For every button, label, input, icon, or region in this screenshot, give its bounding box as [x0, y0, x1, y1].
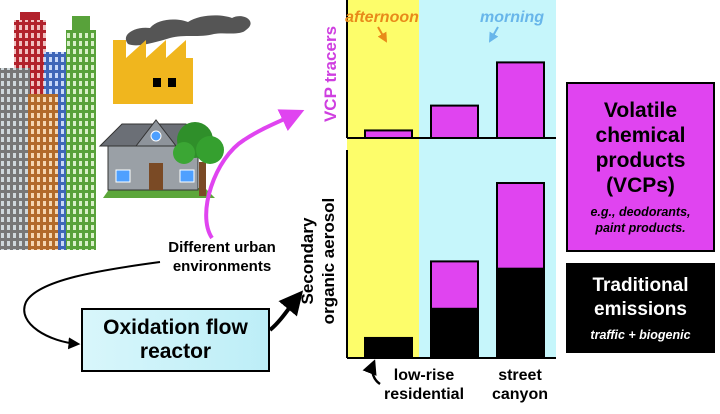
vcp-title-line2: chemical: [595, 124, 686, 147]
vcp-examples-line2: paint products.: [595, 221, 686, 235]
environments-label-line2: environments: [172, 258, 272, 275]
reactor-label-line2: reactor: [139, 340, 212, 363]
vcp-tracer-bar: [496, 61, 545, 139]
factory-icon: [113, 15, 251, 104]
traditional-legend-title: Traditional emissions: [592, 274, 688, 322]
vcp-title-line1: Volatile: [603, 99, 678, 122]
lowrise-residential-label: low-rise residential: [372, 366, 476, 404]
afternoon-band: [347, 0, 419, 358]
trad-title-line2: emissions: [594, 299, 687, 320]
soa-axis-label: Secondary organic aerosol: [297, 161, 341, 361]
soa-traditional-bar: [496, 267, 545, 359]
soa-axis-label-line2: organic aerosol: [319, 197, 338, 325]
soa-traditional-bar: [430, 307, 479, 359]
reactor-label: Oxidation flow reactor: [103, 316, 248, 364]
vcp-axis-label: VCP tracers: [321, 25, 340, 123]
vcp-tracer-bar: [364, 129, 413, 140]
environment-to-reactor-arrow: [23, 261, 161, 350]
city-buildings-icon: [0, 12, 96, 250]
vcp-tracer-bar: [430, 104, 479, 139]
afternoon-arrow: [377, 26, 387, 43]
environments-label-line1: Different urban: [168, 239, 276, 256]
reactor-to-chart-arrow: [268, 290, 304, 332]
street-canyon-label: street canyon: [478, 366, 562, 404]
traditional-legend-box: Traditional emissions traffic + biogenic: [566, 263, 715, 353]
vcp-title-line4: (VCPs): [606, 174, 675, 197]
bar-group: [364, 61, 545, 359]
lowrise-label-line1: low-rise: [393, 367, 455, 384]
vcp-legend-title: Volatile chemical products (VCPs): [596, 98, 686, 198]
vcp-highlight-arrow: [204, 109, 305, 240]
traditional-legend-examples: traffic + biogenic: [590, 328, 691, 342]
vcp-legend-box: Volatile chemical products (VCPs) e.g., …: [566, 82, 715, 252]
trad-title-line1: Traditional: [592, 275, 689, 296]
vcp-title-line3: products: [595, 149, 686, 172]
soa-vcp-bar: [430, 260, 479, 310]
afternoon-label: afternoon: [345, 9, 419, 26]
canyon-label-line1: street: [498, 367, 542, 384]
tree-icon: [173, 122, 224, 196]
soa-traditional-bar: [364, 336, 413, 359]
environments-label: Different urban environments: [142, 238, 302, 276]
soa-vcp-bar: [496, 182, 545, 270]
reactor-label-line1: Oxidation flow: [103, 316, 248, 339]
morning-arrow: [489, 26, 499, 43]
vcp-examples-line1: e.g., deodorants,: [590, 205, 691, 219]
vcp-legend-examples: e.g., deodorants, paint products.: [590, 204, 690, 236]
lowrise-arrow: [362, 359, 381, 386]
morning-label: morning: [480, 9, 544, 26]
lowrise-label-line2: residential: [383, 386, 465, 403]
canyon-label-line2: canyon: [491, 386, 548, 403]
oxidation-flow-reactor-box: Oxidation flow reactor: [81, 308, 270, 372]
